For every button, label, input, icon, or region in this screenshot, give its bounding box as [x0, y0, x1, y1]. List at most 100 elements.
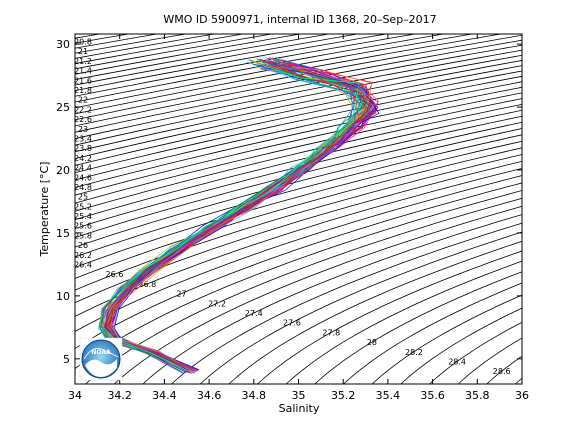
x-tick-label: 34.6 — [197, 389, 222, 402]
contour-label: 28.6 — [493, 367, 511, 376]
y-tick-label: 30 — [56, 38, 70, 51]
contour-label: 26 — [78, 241, 88, 250]
density-contour — [114, 205, 522, 384]
density-contour — [75, 44, 522, 133]
density-contour — [314, 271, 522, 384]
contour-label: 27 — [176, 290, 186, 299]
contour-label: 21 — [78, 47, 88, 56]
density-contour — [400, 307, 522, 384]
x-axis-label: Salinity — [279, 402, 320, 415]
contour-label: 27.8 — [322, 328, 340, 337]
chart-title: WMO ID 5900971, internal ID 1368, 20–Sep… — [163, 13, 436, 26]
x-tick-label: 34 — [68, 389, 82, 402]
contour-label: 25.4 — [74, 212, 92, 221]
contour-label: 25 — [78, 193, 88, 202]
density-contour — [142, 214, 522, 384]
contour-label: 25.8 — [74, 231, 92, 240]
y-tick-label: 5 — [63, 353, 70, 366]
density-contour — [75, 70, 522, 166]
density-contour — [257, 250, 522, 384]
contour-label: 21.2 — [74, 57, 92, 66]
y-axis-label: Temperature [°C] — [38, 162, 51, 258]
contour-label: 26.4 — [74, 261, 92, 270]
density-contour — [75, 134, 522, 258]
density-contour — [285, 260, 522, 384]
contour-label: 21.8 — [74, 86, 92, 95]
contour-label: 24.2 — [74, 154, 92, 163]
density-contour — [75, 175, 522, 332]
contour-label: 21.6 — [74, 76, 92, 85]
contour-label: 24.8 — [74, 183, 92, 192]
contour-label: 26.8 — [138, 280, 156, 289]
density-contour — [75, 160, 522, 304]
density-contour — [75, 34, 444, 103]
density-contour — [75, 65, 522, 160]
y-tick-label: 10 — [56, 290, 70, 303]
profile-line — [101, 61, 356, 372]
density-contour-labels: 20.82121.221.421.621.82222.222.62323.423… — [74, 38, 511, 377]
density-contour — [75, 54, 522, 146]
density-contour — [75, 154, 522, 291]
x-tick-label: 34.2 — [107, 389, 132, 402]
x-tick-label: 35.4 — [376, 389, 401, 402]
profile-line — [101, 59, 360, 371]
density-contour — [75, 34, 415, 97]
density-contour — [75, 140, 522, 268]
contour-label: 24.4 — [74, 164, 92, 173]
contour-label: 20.8 — [74, 38, 92, 47]
density-contour — [75, 39, 522, 127]
density-contour — [75, 86, 522, 188]
density-contour — [371, 294, 522, 384]
contour-label: 25.2 — [74, 202, 92, 211]
y-axis-ticks: 5 10 15 20 25 30 — [56, 38, 522, 366]
contour-label: 22 — [78, 96, 88, 105]
x-tick-label: 34.4 — [152, 389, 177, 402]
density-contour — [75, 109, 522, 221]
profile-line — [113, 66, 376, 372]
contour-label: 21.4 — [74, 67, 92, 76]
density-contour — [85, 197, 522, 384]
density-contour — [429, 321, 522, 384]
svg-text:NOAA: NOAA — [91, 349, 111, 356]
density-contour — [343, 282, 522, 384]
contour-label: 26.6 — [105, 270, 123, 279]
contour-label: 27.6 — [283, 319, 301, 328]
x-tick-label: 35.6 — [420, 389, 445, 402]
contour-label: 23 — [78, 125, 88, 134]
profile-line — [99, 61, 365, 374]
profile-line — [108, 68, 377, 371]
profile-line — [104, 64, 369, 370]
density-contour — [75, 115, 522, 229]
density-contour — [75, 147, 522, 279]
profile-line — [101, 59, 365, 371]
density-contour — [75, 168, 522, 317]
profile-line — [110, 64, 373, 374]
noaa-logo: NOAA — [79, 337, 123, 381]
contour-label: 22.2 — [74, 105, 92, 114]
contour-label: 28 — [367, 338, 377, 347]
contour-label: 25.6 — [74, 222, 92, 231]
contour-label: 22.6 — [74, 115, 92, 124]
plot-area — [75, 34, 522, 384]
y-tick-label: 25 — [56, 101, 70, 114]
contour-label: 23.8 — [74, 144, 92, 153]
y-tick-label: 20 — [56, 164, 70, 177]
x-tick-label: 34.8 — [242, 389, 267, 402]
x-tick-label: 35 — [292, 389, 306, 402]
density-contour — [75, 190, 522, 370]
density-contour — [75, 81, 522, 181]
contour-label: 24.6 — [74, 173, 92, 182]
density-contour — [75, 103, 522, 212]
density-contour — [515, 377, 522, 384]
contour-label: 28.2 — [405, 348, 423, 357]
contour-label: 27.2 — [208, 299, 226, 308]
contour-label: 23.4 — [74, 135, 92, 144]
density-contour — [75, 121, 522, 239]
contour-label: 27.4 — [245, 309, 263, 318]
x-tick-label: 35.8 — [465, 389, 490, 402]
density-contour — [75, 128, 522, 248]
density-contour — [75, 75, 522, 174]
contour-label: 26.2 — [74, 251, 92, 260]
density-contour — [75, 34, 501, 115]
